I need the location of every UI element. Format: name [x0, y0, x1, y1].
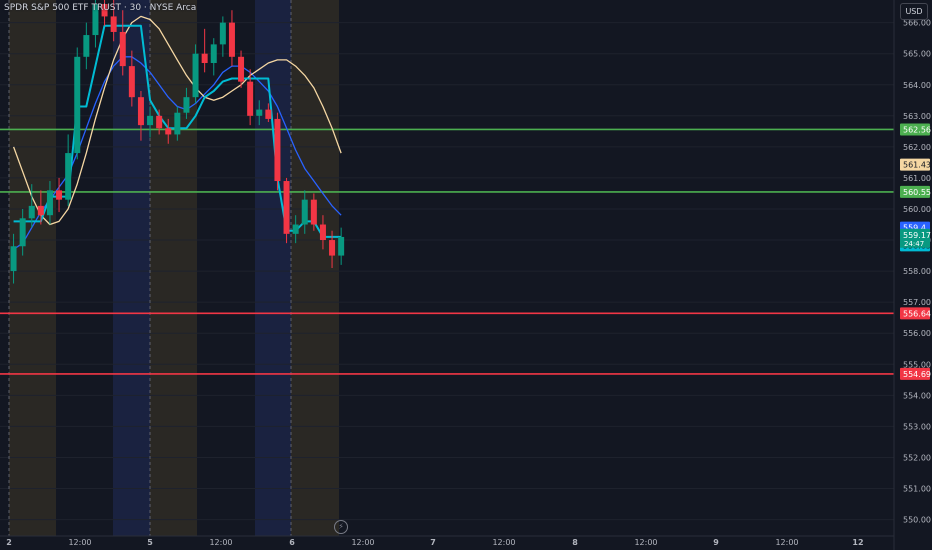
candle-body: [201, 53, 208, 64]
candle-body: [92, 4, 99, 36]
session-shading: [9, 0, 339, 536]
candle-body: [219, 22, 226, 45]
candlesticks: [10, 0, 345, 284]
time-tick-label: 9: [713, 538, 719, 547]
time-tick-label: 6: [289, 538, 295, 547]
candle-body: [329, 240, 336, 256]
candle-body: [156, 115, 163, 129]
candle-body: [301, 199, 308, 225]
level-price-label: 554.69: [903, 370, 931, 379]
candle-body: [165, 128, 172, 135]
price-tick-label: 554.00: [903, 391, 931, 400]
price-tick-label: 558.00: [903, 267, 931, 276]
candle-body: [310, 199, 317, 225]
candle-body: [256, 109, 263, 116]
candle-body: [292, 224, 299, 234]
candle-body: [37, 205, 44, 216]
price-tick-label: 565.00: [903, 50, 931, 59]
price-tick-label: 556.00: [903, 329, 931, 338]
price-axis-labels: 562.56 560.55 556.64 554.69 561.43 559.4559.1…: [900, 123, 931, 380]
level-price-label: 562.56: [903, 125, 931, 134]
candle-body: [238, 56, 245, 82]
candle-body: [265, 109, 272, 119]
level-price-label-bg: [900, 307, 930, 320]
indicator-price-label: 561.43: [903, 161, 931, 170]
price-tick-label: 550.00: [903, 516, 931, 525]
time-tick-label: 2: [6, 538, 12, 547]
grid-lines: [0, 22, 894, 521]
level-price-label-bg: [900, 367, 930, 380]
price-tick-label: 560.00: [903, 205, 931, 214]
candle-body: [228, 22, 235, 57]
symbol-title[interactable]: SPDR S&P 500 ETF TRUST · 30 · NYSE Arca: [4, 3, 197, 13]
price-tick-label: 557.00: [903, 298, 931, 307]
level-price-label: 556.64: [903, 309, 931, 318]
price-tick-label: 555.00: [903, 360, 931, 369]
lightning-icon[interactable]: ⚡: [334, 520, 348, 534]
time-tick-label: 12: [852, 538, 863, 547]
candle-body: [74, 56, 81, 154]
candle-body: [101, 4, 108, 17]
level-price-label: 560.55: [903, 188, 931, 197]
candle-body: [110, 16, 117, 32]
price-tick-label: 553.00: [903, 422, 931, 431]
level-price-label-bg: [900, 185, 930, 198]
candle-body: [283, 181, 290, 234]
candle-body: [192, 53, 199, 98]
day-separators: [8, 0, 292, 536]
candle-body: [210, 44, 217, 64]
indicator-price-label: 559.17: [903, 231, 931, 240]
candle-body: [119, 31, 126, 67]
price-tick-label: 566.00: [903, 19, 931, 28]
time-tick-label: 5: [147, 538, 153, 547]
candle-body: [247, 81, 254, 116]
candle-body: [10, 246, 17, 272]
time-tick-label: 12:00: [209, 538, 232, 547]
price-axis[interactable]: 550.00 551.00 552.00 553.00 554.00 555.00 556.…: [903, 19, 931, 525]
time-axis[interactable]: 2 12:00 5 12:00 6 12:00 7 12:00 8 12:00 9 12:00 12: [6, 538, 863, 547]
candle-body: [128, 66, 135, 98]
time-tick-label: 7: [430, 538, 436, 547]
time-tick-label: 8: [572, 538, 578, 547]
candle-body: [46, 190, 53, 216]
moving-average-line: [12, 15, 342, 226]
indicator-price-label-bg: [900, 228, 930, 241]
countdown-label: 24:47: [904, 240, 924, 248]
candle-body: [338, 236, 345, 256]
price-tick-label: 562.00: [903, 143, 931, 152]
price-tick-label: 564.00: [903, 81, 931, 90]
candle-body: [183, 97, 190, 113]
candle-body: [174, 112, 181, 135]
level-price-label-bg: [900, 123, 930, 136]
countdown-bg: [900, 238, 930, 248]
candle-body: [28, 205, 35, 219]
currency-button[interactable]: USD: [900, 3, 928, 20]
price-tick-label: 563.00: [903, 112, 931, 121]
indicator-price-label-bg: [900, 158, 930, 171]
candle-body: [19, 218, 26, 247]
candle-body: [56, 190, 63, 200]
price-tick-label: 552.00: [903, 453, 931, 462]
candle-body: [319, 224, 326, 241]
indicator-price-label: 559.4: [903, 224, 926, 233]
candle-body: [83, 35, 90, 57]
candle-body: [137, 97, 144, 126]
candle-body: [65, 153, 72, 200]
time-tick-label: 12:00: [634, 538, 657, 547]
time-tick-label: 12:00: [492, 538, 515, 547]
time-tick-label: 12:00: [68, 538, 91, 547]
candle-body: [274, 118, 281, 182]
candle-body: [147, 115, 154, 126]
time-tick-label: 12:00: [351, 538, 374, 547]
horizontal-levels[interactable]: [0, 128, 894, 375]
price-tick-label: 561.00: [903, 174, 931, 183]
time-tick-label: 12:00: [775, 538, 798, 547]
price-tick-label: 551.00: [903, 485, 931, 494]
